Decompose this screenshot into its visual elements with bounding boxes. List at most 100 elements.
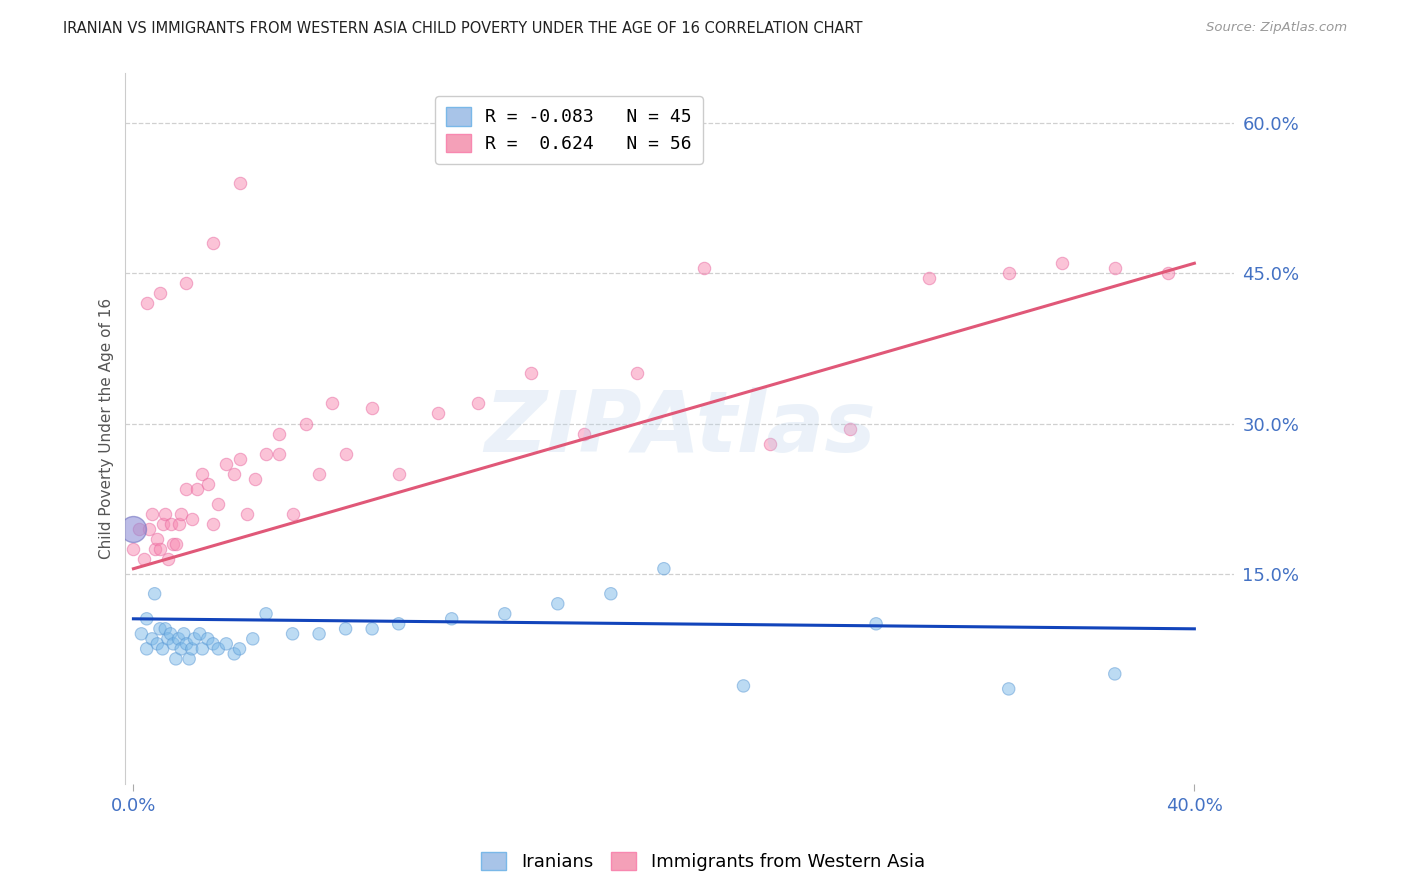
Point: [1104, 666, 1126, 681]
Point: [520, 367, 543, 381]
Point: [176, 482, 198, 496]
Y-axis label: Child Poverty Under the Age of 16: Child Poverty Under the Age of 16: [100, 298, 114, 559]
Point: [626, 367, 648, 381]
Point: [167, 632, 190, 646]
Point: [122, 522, 145, 536]
Point: [149, 286, 172, 301]
Point: [197, 476, 219, 491]
Point: [201, 236, 224, 251]
Point: [186, 482, 208, 496]
Point: [733, 679, 755, 693]
Point: [180, 641, 202, 656]
Point: [180, 511, 202, 525]
Point: [388, 616, 411, 631]
Point: [281, 627, 304, 641]
Point: [547, 597, 569, 611]
Point: [122, 541, 145, 556]
Legend: R = -0.083   N = 45, R =  0.624   N = 56: R = -0.083 N = 45, R = 0.624 N = 56: [434, 96, 703, 164]
Point: [228, 176, 250, 190]
Point: [1050, 256, 1073, 270]
Point: [132, 551, 155, 566]
Point: [599, 587, 621, 601]
Point: [321, 396, 343, 410]
Point: [159, 516, 181, 531]
Text: Source: ZipAtlas.com: Source: ZipAtlas.com: [1206, 21, 1347, 34]
Point: [155, 507, 177, 521]
Point: [173, 627, 195, 641]
Point: [146, 532, 169, 546]
Point: [467, 396, 489, 410]
Point: [149, 622, 172, 636]
Point: [918, 271, 941, 285]
Point: [143, 541, 166, 556]
Point: [574, 426, 596, 441]
Point: [228, 451, 250, 466]
Point: [197, 632, 219, 646]
Point: [143, 587, 166, 601]
Point: [131, 627, 153, 641]
Point: [269, 426, 291, 441]
Point: [201, 516, 224, 531]
Point: [759, 436, 782, 450]
Text: IRANIAN VS IMMIGRANTS FROM WESTERN ASIA CHILD POVERTY UNDER THE AGE OF 16 CORREL: IRANIAN VS IMMIGRANTS FROM WESTERN ASIA …: [63, 21, 863, 36]
Point: [224, 647, 246, 661]
Point: [183, 632, 205, 646]
Point: [254, 446, 277, 460]
Point: [207, 641, 229, 656]
Point: [245, 472, 267, 486]
Point: [494, 607, 516, 621]
Point: [242, 632, 264, 646]
Point: [335, 622, 357, 636]
Point: [838, 421, 860, 435]
Text: ZIPAtlas: ZIPAtlas: [484, 387, 876, 470]
Point: [224, 467, 246, 481]
Point: [269, 446, 291, 460]
Point: [152, 641, 174, 656]
Point: [135, 296, 157, 310]
Point: [215, 637, 238, 651]
Point: [191, 467, 214, 481]
Point: [201, 637, 224, 651]
Point: [361, 401, 384, 416]
Point: [146, 637, 169, 651]
Point: [128, 522, 150, 536]
Point: [361, 622, 384, 636]
Point: [440, 612, 463, 626]
Point: [207, 497, 229, 511]
Point: [308, 627, 330, 641]
Point: [138, 522, 160, 536]
Point: [149, 541, 172, 556]
Point: [295, 417, 318, 431]
Point: [215, 457, 238, 471]
Point: [152, 516, 174, 531]
Point: [281, 507, 304, 521]
Point: [191, 641, 214, 656]
Point: [254, 607, 277, 621]
Point: [170, 507, 193, 521]
Point: [156, 551, 179, 566]
Point: [162, 537, 184, 551]
Point: [692, 261, 714, 276]
Point: [167, 516, 190, 531]
Point: [165, 652, 187, 666]
Point: [388, 467, 411, 481]
Point: [176, 277, 198, 291]
Point: [997, 681, 1019, 696]
Point: [141, 507, 163, 521]
Point: [162, 637, 184, 651]
Point: [159, 627, 181, 641]
Point: [188, 627, 211, 641]
Point: [176, 637, 198, 651]
Point: [165, 537, 187, 551]
Point: [308, 467, 330, 481]
Legend: Iranians, Immigrants from Western Asia: Iranians, Immigrants from Western Asia: [474, 845, 932, 879]
Point: [236, 507, 259, 521]
Point: [170, 641, 193, 656]
Point: [228, 641, 250, 656]
Point: [135, 641, 157, 656]
Point: [1157, 266, 1180, 280]
Point: [179, 652, 201, 666]
Point: [427, 407, 450, 421]
Point: [652, 562, 675, 576]
Point: [865, 616, 887, 631]
